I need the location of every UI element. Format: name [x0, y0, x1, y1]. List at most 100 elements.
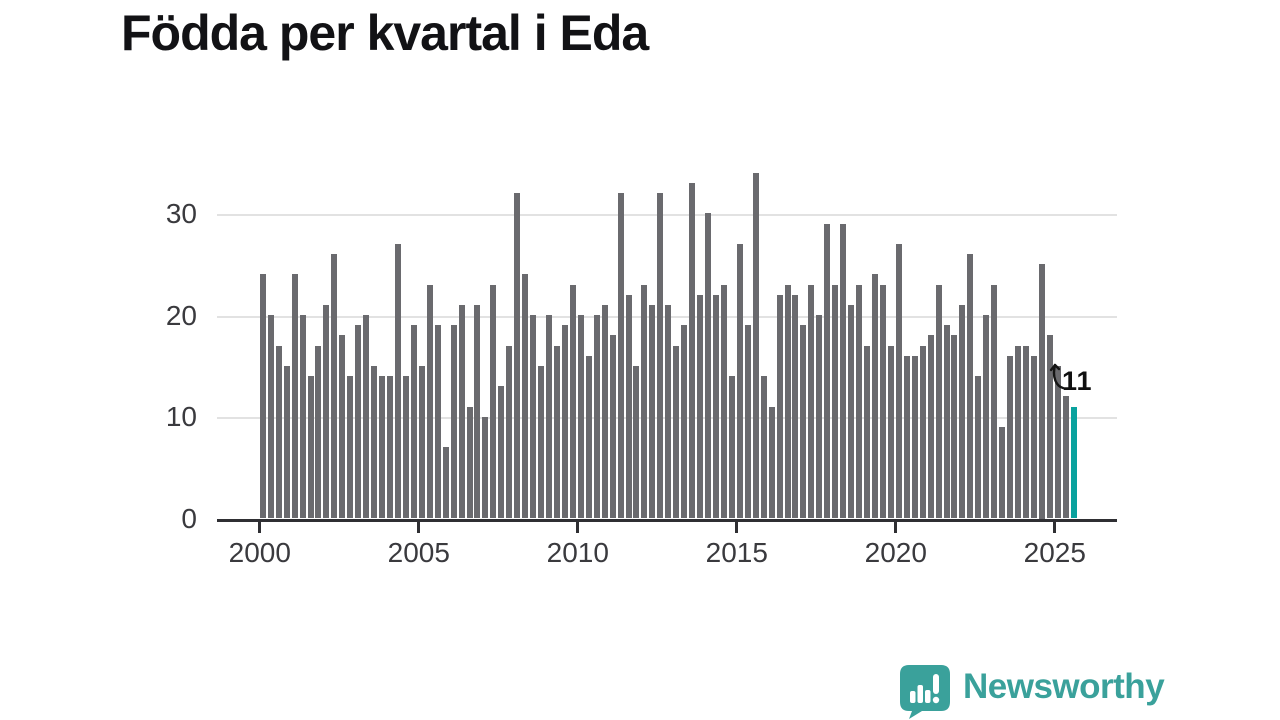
bar: [609, 335, 616, 519]
bar: [848, 304, 855, 519]
bar: [776, 294, 783, 519]
x-axis-tick: [1053, 521, 1057, 533]
bar: [1015, 345, 1022, 519]
latest-value-label: 11: [1062, 366, 1093, 396]
bar: [752, 172, 759, 519]
bar: [530, 315, 537, 519]
bar: [538, 365, 545, 519]
bar: [657, 193, 664, 519]
bar: [919, 345, 926, 519]
bar: [546, 315, 552, 519]
annotation-arrow-icon: [1049, 363, 1065, 390]
bar: [927, 335, 934, 519]
x-axis-tick-label: 2000: [228, 537, 291, 568]
bar: [331, 254, 338, 519]
bar: [967, 254, 974, 519]
y-axis-tick-label: 0: [181, 503, 197, 534]
bar: [1007, 355, 1014, 519]
bar: [418, 365, 425, 519]
bar: [442, 447, 449, 519]
y-axis-tick-label: 10: [165, 401, 197, 433]
bar: [1062, 396, 1069, 519]
bar: [808, 284, 815, 519]
bar: [617, 193, 624, 519]
bar: [705, 213, 711, 519]
bar: [975, 376, 982, 519]
bar: [879, 284, 886, 519]
bar: [816, 315, 823, 519]
bar: [402, 376, 409, 519]
bar: [641, 284, 648, 519]
x-axis-tick-label: 2020: [864, 537, 927, 568]
bar: [466, 406, 473, 519]
bar: [1023, 345, 1029, 519]
bar: [895, 243, 902, 519]
bar: [824, 223, 831, 519]
bar: [474, 304, 481, 519]
bar: [561, 325, 568, 519]
bar: [911, 355, 918, 519]
bar: [832, 284, 839, 519]
x-axis-line: [217, 518, 1117, 522]
bar: [490, 284, 497, 519]
bar: [736, 243, 743, 519]
bar: [935, 284, 942, 519]
bar: [387, 376, 393, 519]
bar: [856, 284, 863, 519]
bar: [347, 376, 354, 519]
bar: [569, 284, 576, 519]
gridline: [217, 213, 1117, 216]
bar: [522, 274, 529, 519]
bar: [625, 294, 632, 519]
bar: [720, 284, 727, 519]
bar: [665, 304, 672, 519]
bar-highlighted: [1070, 406, 1077, 519]
bar: [864, 345, 870, 519]
bar: [840, 223, 847, 519]
bar: [673, 345, 680, 519]
bar: [299, 315, 306, 519]
bar: [577, 315, 584, 519]
x-axis-tick-label: 2005: [387, 537, 450, 568]
bar: [744, 325, 751, 519]
bar: [601, 304, 608, 519]
bar: [1030, 355, 1037, 519]
bar: [426, 284, 433, 519]
x-axis-tick: [894, 521, 898, 533]
x-axis-tick: [576, 521, 580, 533]
bar: [283, 365, 290, 519]
bar: [943, 325, 950, 519]
x-axis-tick: [735, 521, 739, 533]
bar: [482, 416, 489, 519]
bar: [1054, 365, 1061, 519]
bar: [649, 304, 656, 519]
bar: [784, 284, 791, 519]
x-axis-tick: [417, 521, 421, 533]
bar: [768, 406, 775, 519]
bar: [450, 325, 457, 519]
bar: [363, 315, 370, 519]
bar: [1038, 264, 1045, 519]
x-axis-tick-label: 2025: [1023, 537, 1086, 568]
bar: [760, 376, 767, 519]
bar: [379, 376, 386, 519]
bar: [800, 325, 807, 519]
bar: [689, 182, 696, 519]
bar: [792, 294, 799, 519]
bar: [315, 345, 322, 519]
bar: [871, 274, 878, 519]
bar: [697, 294, 704, 519]
bar: [514, 193, 521, 519]
bar: [959, 304, 966, 519]
bar: [355, 325, 362, 519]
bar: [712, 294, 719, 519]
bar: [434, 325, 441, 519]
bar: [307, 376, 314, 519]
bar: [498, 386, 505, 519]
x-axis-tick-label: 2015: [705, 537, 768, 568]
newsworthy-logo[interactable]: Newsworthy: [899, 665, 1165, 719]
bar: [999, 426, 1006, 519]
bar: [323, 304, 330, 519]
bar: [991, 284, 998, 519]
